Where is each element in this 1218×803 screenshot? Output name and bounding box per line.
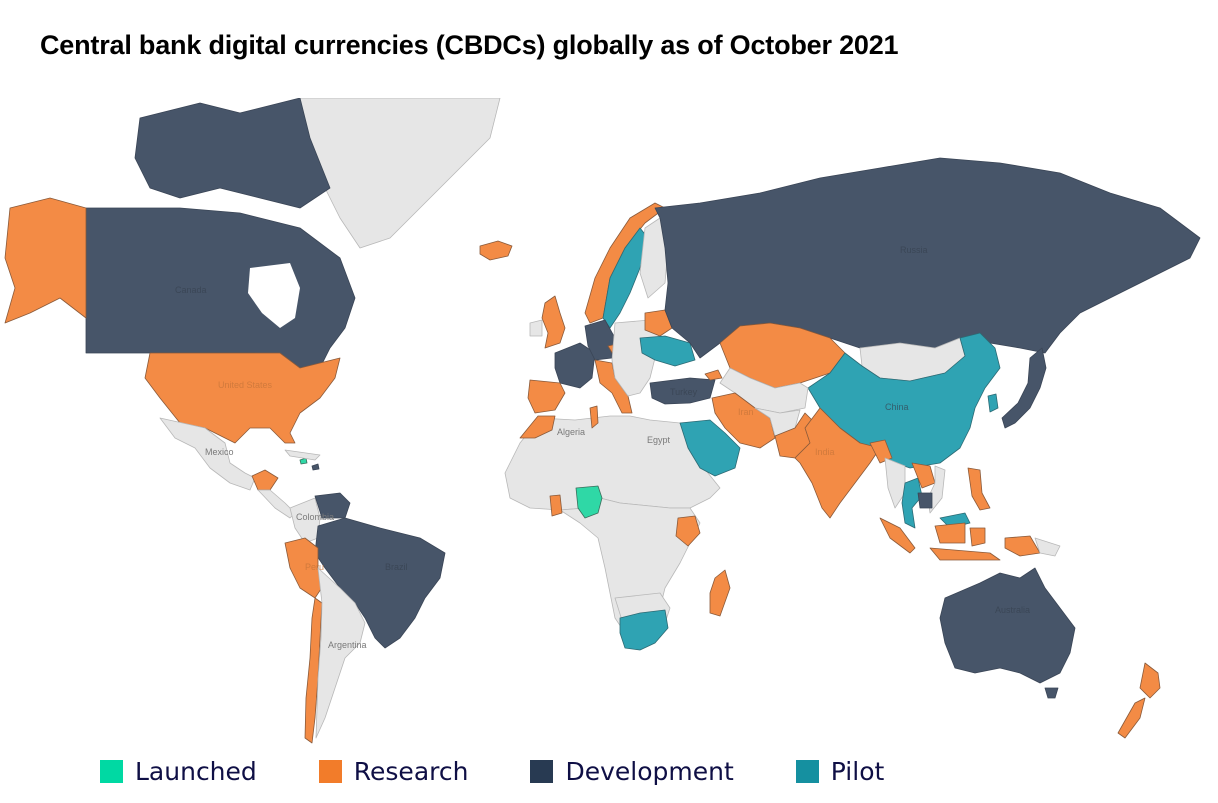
country-jamaica[interactable] xyxy=(311,463,320,471)
country-spain[interactable] xyxy=(527,379,566,414)
country-georgia[interactable] xyxy=(704,369,723,381)
page-title: Central bank digital currencies (CBDCs) … xyxy=(40,30,899,60)
country-morocco[interactable] xyxy=(519,415,556,439)
country-indonesia[interactable] xyxy=(879,517,1001,561)
label-china: China xyxy=(885,402,909,412)
label-argentina: Argentina xyxy=(328,640,367,650)
label-russia: Russia xyxy=(900,245,928,255)
country-central-america[interactable] xyxy=(257,489,296,519)
legend: Launched Research Development Pilot xyxy=(100,757,946,786)
label-united-states: United States xyxy=(218,380,273,390)
country-thailand[interactable] xyxy=(901,477,923,529)
country-bangladesh[interactable] xyxy=(869,439,893,464)
country-chile[interactable] xyxy=(304,597,323,744)
country-south-africa[interactable] xyxy=(619,609,669,651)
launched-swatch-icon xyxy=(100,760,123,783)
country-brazil[interactable] xyxy=(314,517,446,649)
country-cuba[interactable] xyxy=(284,449,321,461)
legend-label: Development xyxy=(565,757,734,786)
country-iceland[interactable] xyxy=(479,240,513,261)
country-canada-arctic[interactable] xyxy=(134,98,331,209)
country-north-africa[interactable] xyxy=(504,415,721,511)
country-ukraine[interactable] xyxy=(639,335,696,367)
country-turkey[interactable] xyxy=(649,377,716,405)
label-australia: Australia xyxy=(995,605,1030,615)
country-russia[interactable] xyxy=(654,157,1201,359)
legend-label: Research xyxy=(353,757,469,786)
research-swatch-icon xyxy=(318,760,342,783)
country-central-asia[interactable] xyxy=(719,367,809,414)
country-iran[interactable] xyxy=(711,392,776,449)
label-egypt: Egypt xyxy=(647,435,671,445)
label-turkey: Turkey xyxy=(670,387,698,397)
country-india[interactable] xyxy=(794,407,881,519)
country-united-kingdom[interactable] xyxy=(541,295,566,349)
label-iran: Iran xyxy=(738,407,754,417)
label-brazil: Brazil xyxy=(385,562,408,572)
country-png-east[interactable] xyxy=(1034,537,1061,557)
legend-item-development[interactable]: Development xyxy=(530,757,734,786)
world-map: Canada United States Mexico Colombia Per… xyxy=(0,98,1218,748)
country-madagascar[interactable] xyxy=(709,569,731,617)
label-canada: Canada xyxy=(175,285,207,295)
country-canada[interactable] xyxy=(85,207,356,369)
country-myanmar[interactable] xyxy=(884,457,906,509)
country-argentina[interactable] xyxy=(315,567,366,739)
country-central-africa[interactable] xyxy=(559,497,701,634)
legend-item-research[interactable]: Research xyxy=(318,757,469,786)
world-map-svg: Canada United States Mexico Colombia Per… xyxy=(4,98,1201,744)
country-japan[interactable] xyxy=(1001,347,1047,429)
country-venezuela[interactable] xyxy=(314,492,351,519)
legend-item-launched[interactable]: Launched xyxy=(100,757,257,786)
country-alaska[interactable] xyxy=(4,197,87,324)
label-mexico: Mexico xyxy=(205,447,234,457)
legend-label: Pilot xyxy=(830,757,885,786)
country-bahamas[interactable] xyxy=(299,457,308,465)
country-australia[interactable] xyxy=(939,567,1076,699)
country-greenland[interactable] xyxy=(299,98,501,249)
legend-label: Launched xyxy=(135,757,257,786)
country-ireland[interactable] xyxy=(529,319,543,337)
country-mexico[interactable] xyxy=(159,417,256,491)
country-new-zealand[interactable] xyxy=(1117,662,1161,739)
label-peru: Peru xyxy=(305,562,324,572)
label-algeria: Algeria xyxy=(557,427,585,437)
country-kenya[interactable] xyxy=(675,515,701,547)
country-south-korea[interactable] xyxy=(987,393,999,413)
label-india: India xyxy=(815,447,835,457)
country-tunisia[interactable] xyxy=(589,405,599,429)
legend-item-pilot[interactable]: Pilot xyxy=(795,757,885,786)
country-norway[interactable] xyxy=(584,202,666,324)
country-france[interactable] xyxy=(554,342,596,389)
country-saudi-arabia[interactable] xyxy=(679,419,741,477)
country-nigeria[interactable] xyxy=(575,485,603,519)
country-cambodia[interactable] xyxy=(917,492,933,509)
country-philippines[interactable] xyxy=(967,467,991,511)
country-belarus[interactable] xyxy=(644,309,673,337)
label-colombia: Colombia xyxy=(296,512,334,522)
development-swatch-icon xyxy=(530,760,554,783)
pilot-swatch-icon xyxy=(795,760,819,783)
country-guatemala-honduras[interactable] xyxy=(251,469,279,491)
country-ghana[interactable] xyxy=(549,494,563,517)
country-papua-new-guinea[interactable] xyxy=(1004,535,1041,557)
